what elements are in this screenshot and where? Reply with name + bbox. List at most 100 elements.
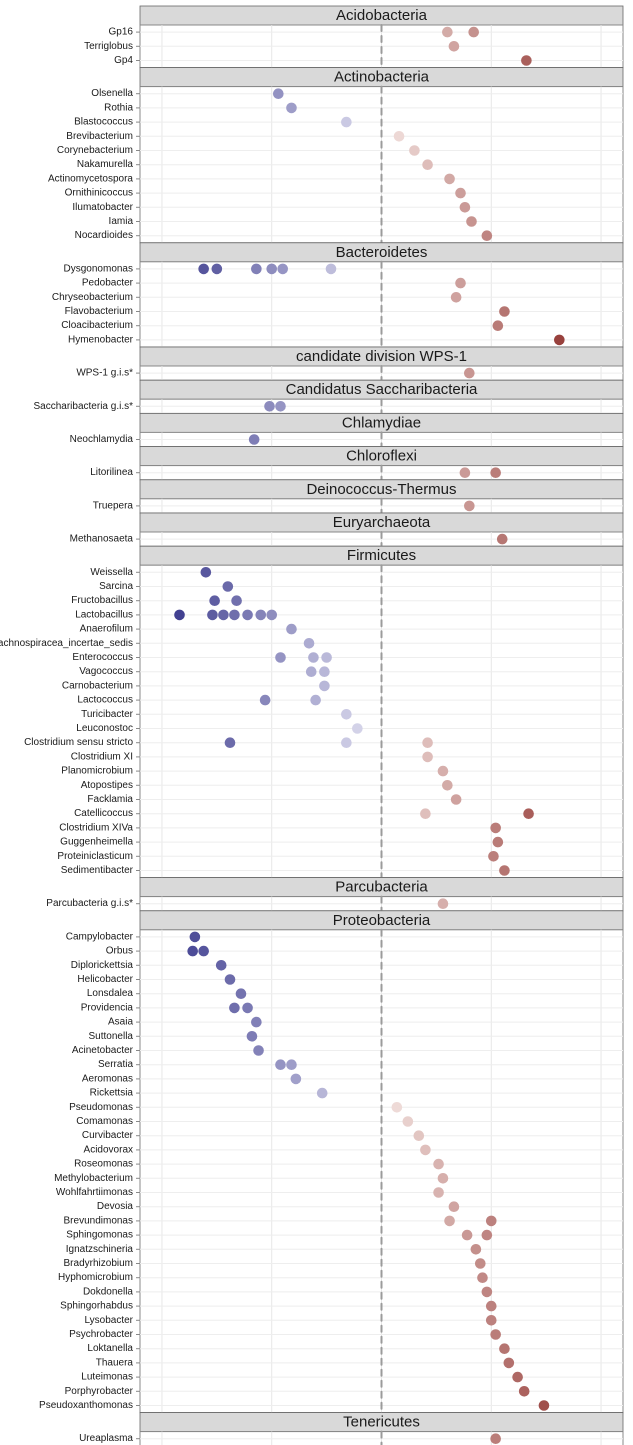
y-axis-label: Leuconostoc — [76, 723, 133, 734]
data-point — [229, 610, 240, 621]
y-axis-label: Guggenheimella — [60, 837, 133, 848]
data-point — [266, 610, 277, 621]
data-point — [493, 320, 504, 331]
data-point — [497, 534, 508, 545]
y-axis-label: Sedimentibacter — [61, 865, 134, 876]
data-point — [198, 264, 209, 275]
y-axis-label: Clostridium XIVa — [59, 822, 133, 833]
data-point — [477, 1272, 488, 1283]
facet-header-label: Tenericutes — [343, 1414, 420, 1431]
y-axis-label: Cloacibacterium — [61, 320, 133, 331]
data-point — [422, 159, 433, 170]
facet-header-label: Chloroflexi — [346, 448, 417, 465]
y-axis-label: Saccharibacteria g.i.s* — [34, 401, 134, 412]
y-axis-label: Wohlfahrtiimonas — [56, 1187, 133, 1198]
y-axis-label: Gp4 — [114, 55, 133, 66]
y-axis-label: Carnobacterium — [62, 680, 133, 691]
data-point — [242, 1003, 253, 1014]
facet-header-label: Bacteroidetes — [336, 244, 428, 261]
data-point — [275, 652, 286, 663]
data-point — [420, 1145, 431, 1156]
data-point — [216, 960, 227, 971]
y-axis-label: Atopostipes — [81, 780, 133, 791]
data-point — [482, 1230, 493, 1241]
data-point — [352, 723, 363, 734]
data-point — [493, 837, 504, 848]
data-point — [225, 737, 236, 748]
data-point — [422, 752, 433, 763]
y-axis-label: Rickettsia — [90, 1088, 134, 1099]
facet-header-label: Proteobacteria — [333, 912, 431, 929]
data-point — [319, 666, 330, 677]
y-axis-label: Loktanella — [87, 1343, 133, 1354]
data-point — [409, 145, 420, 156]
facet-header-label: Firmicutes — [347, 547, 416, 564]
y-axis-label: Diplorickettsia — [71, 960, 134, 971]
data-point — [455, 188, 466, 199]
data-point — [444, 174, 455, 185]
facet-header-label: Chlamydiae — [342, 414, 421, 431]
data-point — [444, 1216, 455, 1227]
data-point — [486, 1315, 497, 1326]
data-point — [319, 681, 330, 692]
y-axis-label: Lonsdalea — [87, 988, 134, 999]
facet-header-label: Euryarchaeota — [333, 514, 431, 531]
data-point — [523, 808, 534, 819]
data-point — [442, 780, 453, 791]
data-point — [242, 610, 253, 621]
data-point — [218, 610, 229, 621]
data-point — [519, 1386, 530, 1397]
y-axis-label: Weissella — [90, 567, 133, 578]
data-point — [341, 737, 352, 748]
y-axis-label: Porphyrobacter — [65, 1386, 134, 1397]
y-axis-label: Methanosaeta — [70, 534, 134, 545]
facet-header-label: Acidobacteria — [336, 7, 428, 24]
facet-header-label: Deinococcus-Thermus — [306, 481, 456, 498]
y-axis-label: Sphingomonas — [66, 1230, 133, 1241]
facet-header-label: Actinobacteria — [334, 69, 430, 86]
y-axis-label: Methylobacterium — [54, 1173, 133, 1184]
data-point — [471, 1244, 482, 1255]
data-point — [291, 1074, 302, 1085]
data-point — [310, 695, 321, 706]
y-axis-label: Aeromonas — [82, 1073, 133, 1084]
data-point — [308, 652, 319, 663]
y-axis-label: Nakamurella — [77, 159, 134, 170]
y-axis-label: Helicobacter — [77, 974, 133, 985]
data-point — [326, 264, 337, 275]
y-axis-label: Catellicoccus — [74, 808, 133, 819]
data-point — [460, 467, 471, 478]
data-point — [499, 865, 510, 876]
data-point — [455, 278, 466, 289]
y-axis-label: Iamia — [109, 216, 134, 227]
y-axis-label: WPS-1 g.i.s* — [76, 368, 133, 379]
y-axis-label: Pseudoxanthomonas — [39, 1400, 133, 1411]
data-point — [247, 1031, 258, 1042]
data-point — [554, 335, 565, 346]
y-axis-label: Truepera — [93, 500, 134, 511]
y-axis-label: Pedobacter — [82, 278, 134, 289]
data-point — [275, 1059, 286, 1070]
data-point — [286, 103, 297, 114]
y-axis-label: Actinomycetospora — [48, 173, 133, 184]
y-axis-label: Flavobacterium — [65, 306, 133, 317]
y-axis-label: Providencia — [81, 1002, 134, 1013]
data-point — [209, 595, 220, 606]
y-axis-label: Campylobacter — [66, 931, 134, 942]
data-point — [394, 131, 405, 142]
y-axis-label: Chryseobacterium — [52, 292, 133, 303]
y-axis-label: Planomicrobium — [61, 766, 133, 777]
data-point — [231, 595, 242, 606]
y-axis-label: Sarcina — [99, 581, 133, 592]
y-axis-label: Comamonas — [76, 1116, 133, 1127]
y-axis-label: Nocardioides — [75, 230, 133, 241]
y-axis-label: Dokdonella — [83, 1286, 133, 1297]
y-axis-label: Turicibacter — [81, 709, 134, 720]
data-point — [521, 55, 532, 66]
data-point — [442, 27, 453, 38]
data-point — [236, 988, 247, 999]
y-axis-label: Clostridium XI — [71, 751, 133, 762]
data-point — [468, 27, 479, 38]
y-axis-label: Brevibacterium — [66, 131, 133, 142]
y-axis-label: Terriglobus — [84, 41, 133, 52]
